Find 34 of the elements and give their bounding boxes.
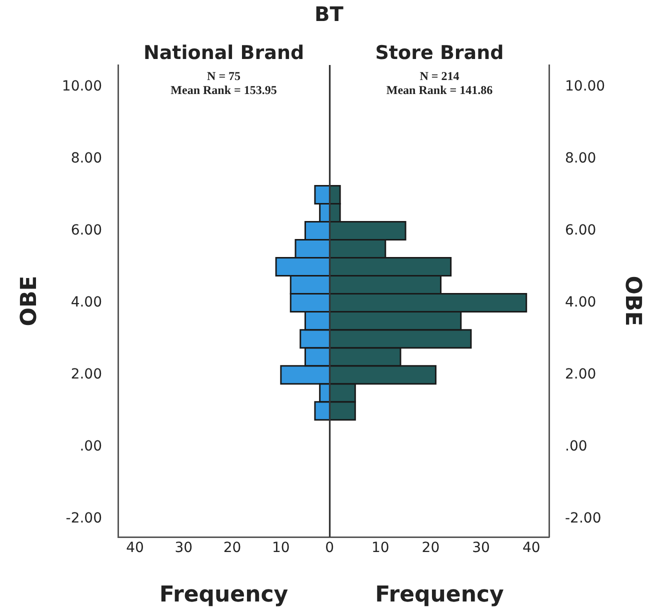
text: BT	[314, 2, 344, 26]
x-tick-label: 10	[272, 540, 290, 556]
x-tick-label: 30	[175, 540, 194, 556]
y-tick-label: -2.00	[66, 510, 102, 527]
y-tick-label: -2.00	[565, 510, 602, 527]
y-tick-label: 2.00	[71, 366, 102, 383]
y-tick-label: 10.00	[62, 78, 102, 94]
y-tick-label: 2.00	[565, 366, 596, 383]
annotation: Mean Rank = 153.95	[171, 83, 278, 97]
x-tick-label: 40	[522, 540, 540, 556]
x-tick-label: 20	[422, 540, 440, 556]
y-tick-label: 4.00	[71, 294, 102, 310]
x-axis-title: Frequency	[375, 582, 504, 608]
x-tick-label: 10	[371, 540, 390, 556]
annotation: N = 214	[420, 69, 460, 83]
annotation: Mean Rank = 141.86	[386, 83, 493, 97]
chart-title: Store Brand	[375, 42, 504, 64]
x-tick-label: 30	[472, 540, 490, 556]
y-tick-label: .00	[80, 438, 102, 455]
y-tick-label: 6.00	[71, 222, 102, 238]
x-tick-label: 40	[126, 540, 144, 556]
y-tick-label: .00	[565, 438, 588, 455]
y-tick-label: 6.00	[565, 222, 596, 238]
y-tick-label: 8.00	[565, 150, 596, 166]
y-axis-title: OBE	[17, 276, 42, 326]
y-tick-label: 10.00	[565, 78, 606, 94]
annotation: N = 75	[207, 69, 241, 83]
y-tick-label: 8.00	[71, 150, 102, 166]
y-axis-title: OBE	[620, 276, 646, 326]
y-tick-label: 4.00	[565, 294, 596, 310]
chart-title: National Brand	[144, 42, 305, 64]
x-tick-label: 20	[224, 540, 242, 556]
x-tick-label: 0	[326, 540, 334, 556]
x-axis-title: Frequency	[160, 582, 289, 608]
